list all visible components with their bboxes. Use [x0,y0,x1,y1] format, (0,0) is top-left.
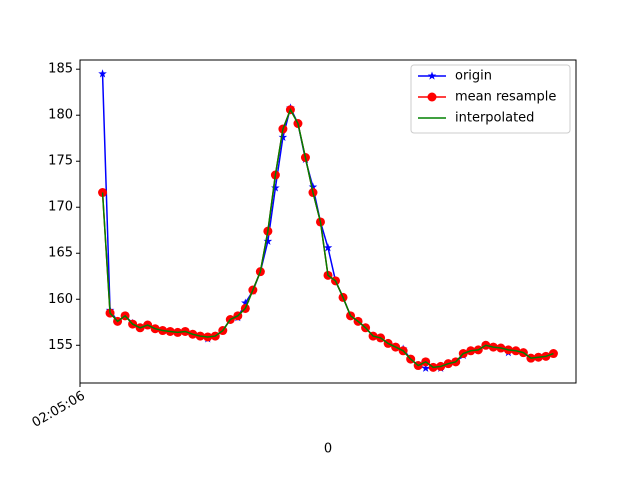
star-marker [271,183,280,192]
legend-marker [427,71,437,80]
x-axis-label: 0 [324,442,332,457]
star-marker [98,69,107,78]
star-marker [241,298,250,307]
y-tick-label: 155 [48,338,73,353]
circle-marker [548,349,558,359]
x-tick-label: 02:05:06 [30,389,88,431]
legend-label: origin [455,69,492,84]
series-line [101,107,554,369]
y-tick-label: 160 [48,292,73,307]
y-tick-label: 170 [48,200,73,215]
star-marker [323,243,333,252]
y-tick-label: 165 [48,246,73,261]
legend-marker [427,92,437,102]
star-marker [308,182,318,191]
legend-label: interpolated [455,111,534,126]
star-marker [421,363,430,372]
star-marker [263,236,273,245]
legend-box [410,64,571,134]
y-tick-label: 185 [48,62,73,77]
y-tick-label: 175 [48,154,73,169]
axes-frame [79,59,577,384]
star-marker [278,132,288,141]
legend-label: mean resample [455,90,556,105]
y-tick-label: 180 [48,108,73,123]
